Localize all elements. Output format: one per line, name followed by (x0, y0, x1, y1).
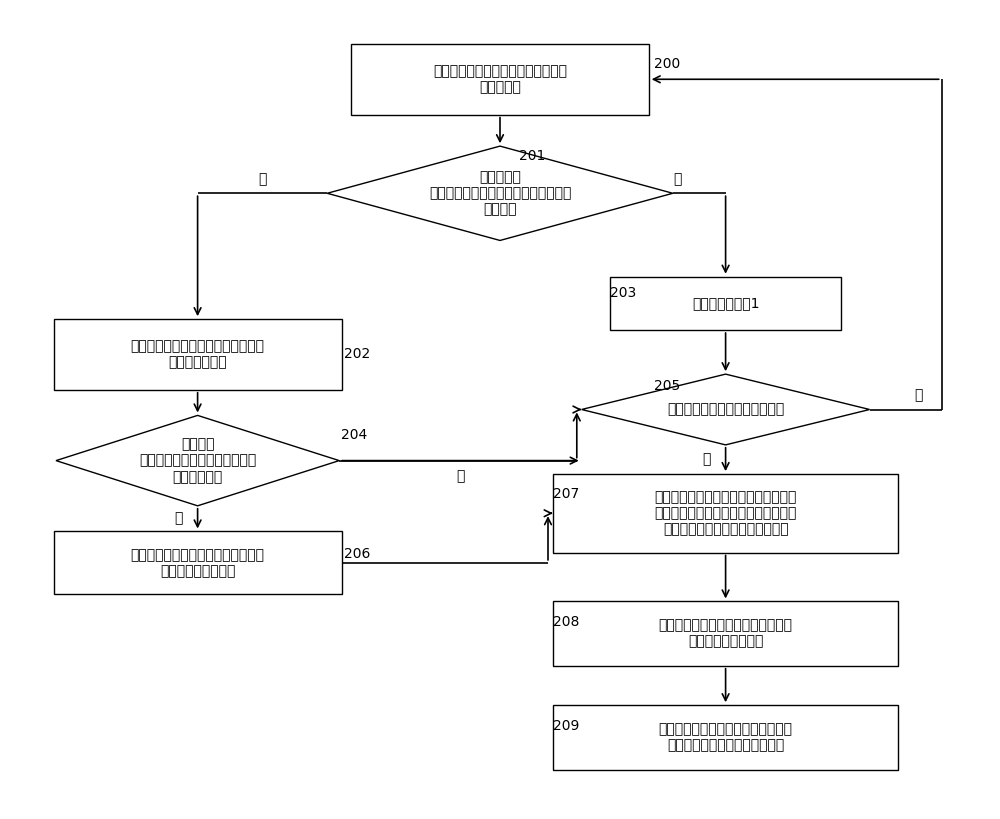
Text: 判断是否成
功从当前的天气预报数据源获取到天气
预报数据: 判断是否成 功从当前的天气预报数据源获取到天气 预报数据 (429, 170, 571, 216)
Text: 否: 否 (456, 469, 465, 483)
Polygon shape (582, 374, 870, 445)
Text: 判断请求次数是否达到预设次数: 判断请求次数是否达到预设次数 (667, 402, 784, 417)
Text: 200: 200 (654, 57, 680, 70)
Text: 否: 否 (914, 388, 922, 402)
Text: 201: 201 (519, 149, 546, 163)
Polygon shape (56, 415, 339, 506)
Text: 209: 209 (553, 718, 579, 732)
FancyBboxPatch shape (553, 705, 898, 770)
FancyBboxPatch shape (553, 474, 898, 553)
Text: 将请求次数累加1: 将请求次数累加1 (692, 296, 759, 310)
Text: 否: 否 (673, 172, 682, 186)
Text: 204: 204 (341, 428, 367, 441)
Text: 判断校验
天气预报数据和当前天气预报数
据是否相匹配: 判断校验 天气预报数据和当前天气预报数 据是否相匹配 (139, 437, 256, 484)
Polygon shape (327, 146, 673, 241)
Text: 将获取到的天气预报数据作为提供给
用户的天气预报数据: 将获取到的天气预报数据作为提供给 用户的天气预报数据 (131, 548, 265, 578)
Text: 203: 203 (610, 286, 637, 300)
FancyBboxPatch shape (610, 277, 841, 330)
FancyBboxPatch shape (553, 601, 898, 666)
Text: 207: 207 (553, 486, 579, 500)
Text: 向当前的天气预报数据源请求获取天
气预报数据: 向当前的天气预报数据源请求获取天 气预报数据 (433, 64, 567, 94)
FancyBboxPatch shape (351, 44, 649, 115)
Text: 接收用户通过人机接口模块输入的校
验天气预报数据: 接收用户通过人机接口模块输入的校 验天气预报数据 (131, 339, 265, 369)
Text: 将转换格式后的备选天气预报数据作
为要使用的天气预报数据，结束: 将转换格式后的备选天气预报数据作 为要使用的天气预报数据，结束 (659, 722, 793, 753)
Text: 是: 是 (258, 172, 267, 186)
Text: 是: 是 (702, 452, 711, 467)
Text: 采用适配器将备选天气预报数据转换
为可支持解析的格式: 采用适配器将备选天气预报数据转换 为可支持解析的格式 (659, 618, 793, 649)
FancyBboxPatch shape (54, 319, 342, 390)
Text: 是: 是 (174, 512, 183, 526)
Text: 208: 208 (553, 615, 579, 629)
Text: 205: 205 (654, 379, 680, 393)
Text: 获取预设的备选天气预报数据源中的至
少一个可用天气预报数据源，并从可用
天气预报数据源获取天气预报数据: 获取预设的备选天气预报数据源中的至 少一个可用天气预报数据源，并从可用 天气预报… (654, 490, 797, 536)
FancyBboxPatch shape (54, 532, 342, 595)
Text: 206: 206 (344, 547, 370, 561)
Text: 202: 202 (344, 347, 370, 361)
